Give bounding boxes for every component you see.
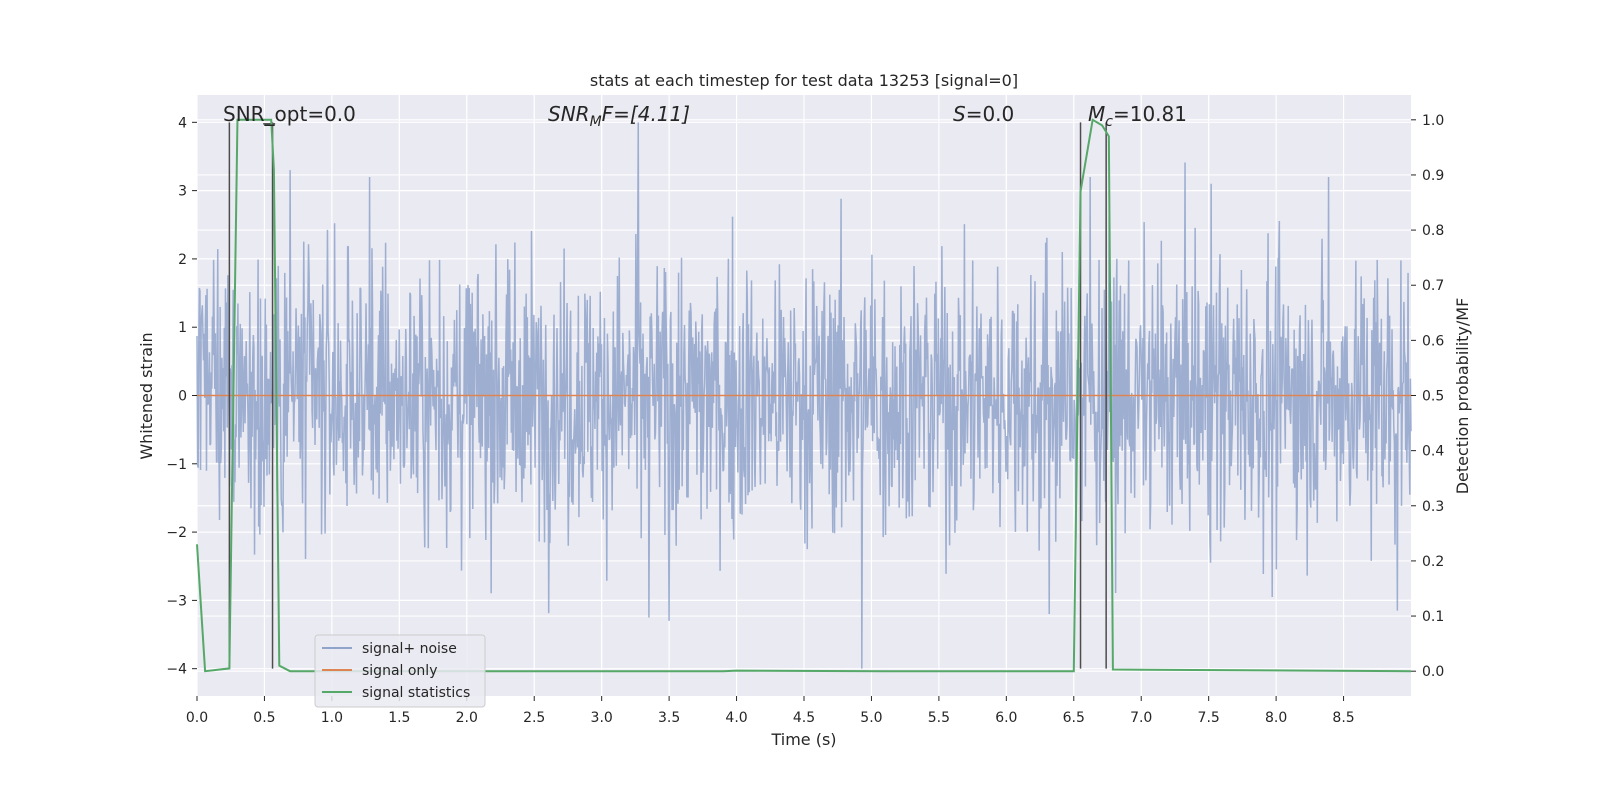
y-right-tick-label: 0.8 bbox=[1422, 223, 1444, 239]
legend-box bbox=[314, 634, 486, 708]
x-tick-label: 2.5 bbox=[523, 710, 545, 726]
annotation-s-main: S bbox=[953, 102, 966, 126]
x-tick-label: 3.0 bbox=[591, 710, 613, 726]
annotation-snr-mf-main: SNR bbox=[548, 102, 590, 126]
y-tick-label: −3 bbox=[166, 593, 187, 609]
legend-label-signal-only: signal only bbox=[362, 663, 437, 679]
y-right-tick-label: 0.7 bbox=[1422, 278, 1444, 294]
y-tick-label: 4 bbox=[178, 115, 187, 131]
y-tick-label: −2 bbox=[166, 525, 187, 541]
x-tick-label: 0.0 bbox=[186, 710, 208, 726]
x-axis-ticks: 0.0 0.5 1.0 1.5 2.0 2.5 3.0 3.5 4.0 4.5 5.0 5.5 6.0 6… bbox=[186, 696, 1355, 726]
y-right-tick-label: 0.3 bbox=[1422, 499, 1444, 515]
x-tick-label: 8.5 bbox=[1332, 710, 1354, 726]
y-tick-label: 1 bbox=[178, 320, 187, 336]
y-axis-label-right: Detection probability/MF bbox=[1453, 298, 1472, 495]
x-tick-label: 2.0 bbox=[456, 710, 478, 726]
y-axis-right-ticks: 0.0 0.1 0.2 0.3 0.4 0.5 0.6 0.7 0.8 0.9 1.0 bbox=[1411, 113, 1444, 680]
y-right-tick-label: 0.6 bbox=[1422, 333, 1444, 349]
x-tick-label: 1.5 bbox=[388, 710, 410, 726]
y-right-tick-label: 0.0 bbox=[1422, 664, 1444, 680]
annotation-mc-rest: =10.81 bbox=[1113, 102, 1187, 126]
x-tick-label: 6.5 bbox=[1063, 710, 1085, 726]
annotation-snr-opt: SNR_opt=0.0 bbox=[223, 102, 356, 126]
y-right-tick-label: 0.5 bbox=[1422, 389, 1444, 405]
y-tick-label: −4 bbox=[166, 662, 187, 678]
series-signal-noise bbox=[196, 122, 1412, 669]
x-tick-label: 0.5 bbox=[253, 710, 275, 726]
annotation-mc: Mc=10.81 bbox=[1088, 102, 1187, 130]
y-right-tick-label: 1.0 bbox=[1422, 113, 1444, 129]
x-tick-label: 5.5 bbox=[928, 710, 950, 726]
legend: signal+ noise signal only signal statist… bbox=[314, 634, 486, 708]
x-tick-label: 7.5 bbox=[1198, 710, 1220, 726]
annotation-s: S=0.0 bbox=[953, 102, 1014, 126]
annotation-s-rest: =0.0 bbox=[966, 102, 1015, 126]
signal-noise-line bbox=[196, 122, 1412, 669]
y-tick-label: 0 bbox=[178, 389, 187, 405]
x-tick-label: 4.0 bbox=[725, 710, 747, 726]
y-right-tick-label: 0.9 bbox=[1422, 168, 1444, 184]
x-tick-label: 3.5 bbox=[658, 710, 680, 726]
x-tick-label: 4.5 bbox=[793, 710, 815, 726]
x-tick-label: 5.0 bbox=[860, 710, 882, 726]
x-tick-label: 8.0 bbox=[1265, 710, 1287, 726]
y-right-tick-label: 0.2 bbox=[1422, 554, 1444, 570]
annotation-snr-mf: SNRMF=[4.11] bbox=[548, 102, 690, 130]
signal-statistics-line bbox=[196, 118, 1412, 673]
annotation-mc-main: M bbox=[1088, 102, 1105, 126]
chart-title: stats at each timestep for test data 132… bbox=[590, 71, 1018, 90]
y-right-tick-label: 0.4 bbox=[1422, 444, 1444, 460]
x-axis-label: Time (s) bbox=[770, 730, 836, 749]
annotation-snr-mf-rest: F=[4.11] bbox=[602, 102, 690, 126]
y-axis-left-ticks: −4 −3 −2 −1 0 1 2 3 4 bbox=[166, 115, 197, 678]
series-signal-statistics bbox=[196, 118, 1412, 673]
y-tick-label: 3 bbox=[178, 184, 187, 200]
x-tick-label: 1.0 bbox=[321, 710, 343, 726]
y-tick-label: 2 bbox=[178, 252, 187, 268]
y-tick-label: −1 bbox=[166, 457, 187, 473]
x-tick-label: 6.0 bbox=[995, 710, 1017, 726]
legend-label-signal-statistics: signal statistics bbox=[362, 685, 470, 701]
annotation-snr-mf-sub: M bbox=[590, 114, 602, 130]
y-axis-label-left: Whitened strain bbox=[137, 332, 156, 459]
legend-label-signal-noise: signal+ noise bbox=[362, 641, 457, 657]
x-tick-label: 7.0 bbox=[1130, 710, 1152, 726]
annotation-mc-sub: c bbox=[1105, 114, 1113, 130]
y-right-tick-label: 0.1 bbox=[1422, 609, 1444, 625]
